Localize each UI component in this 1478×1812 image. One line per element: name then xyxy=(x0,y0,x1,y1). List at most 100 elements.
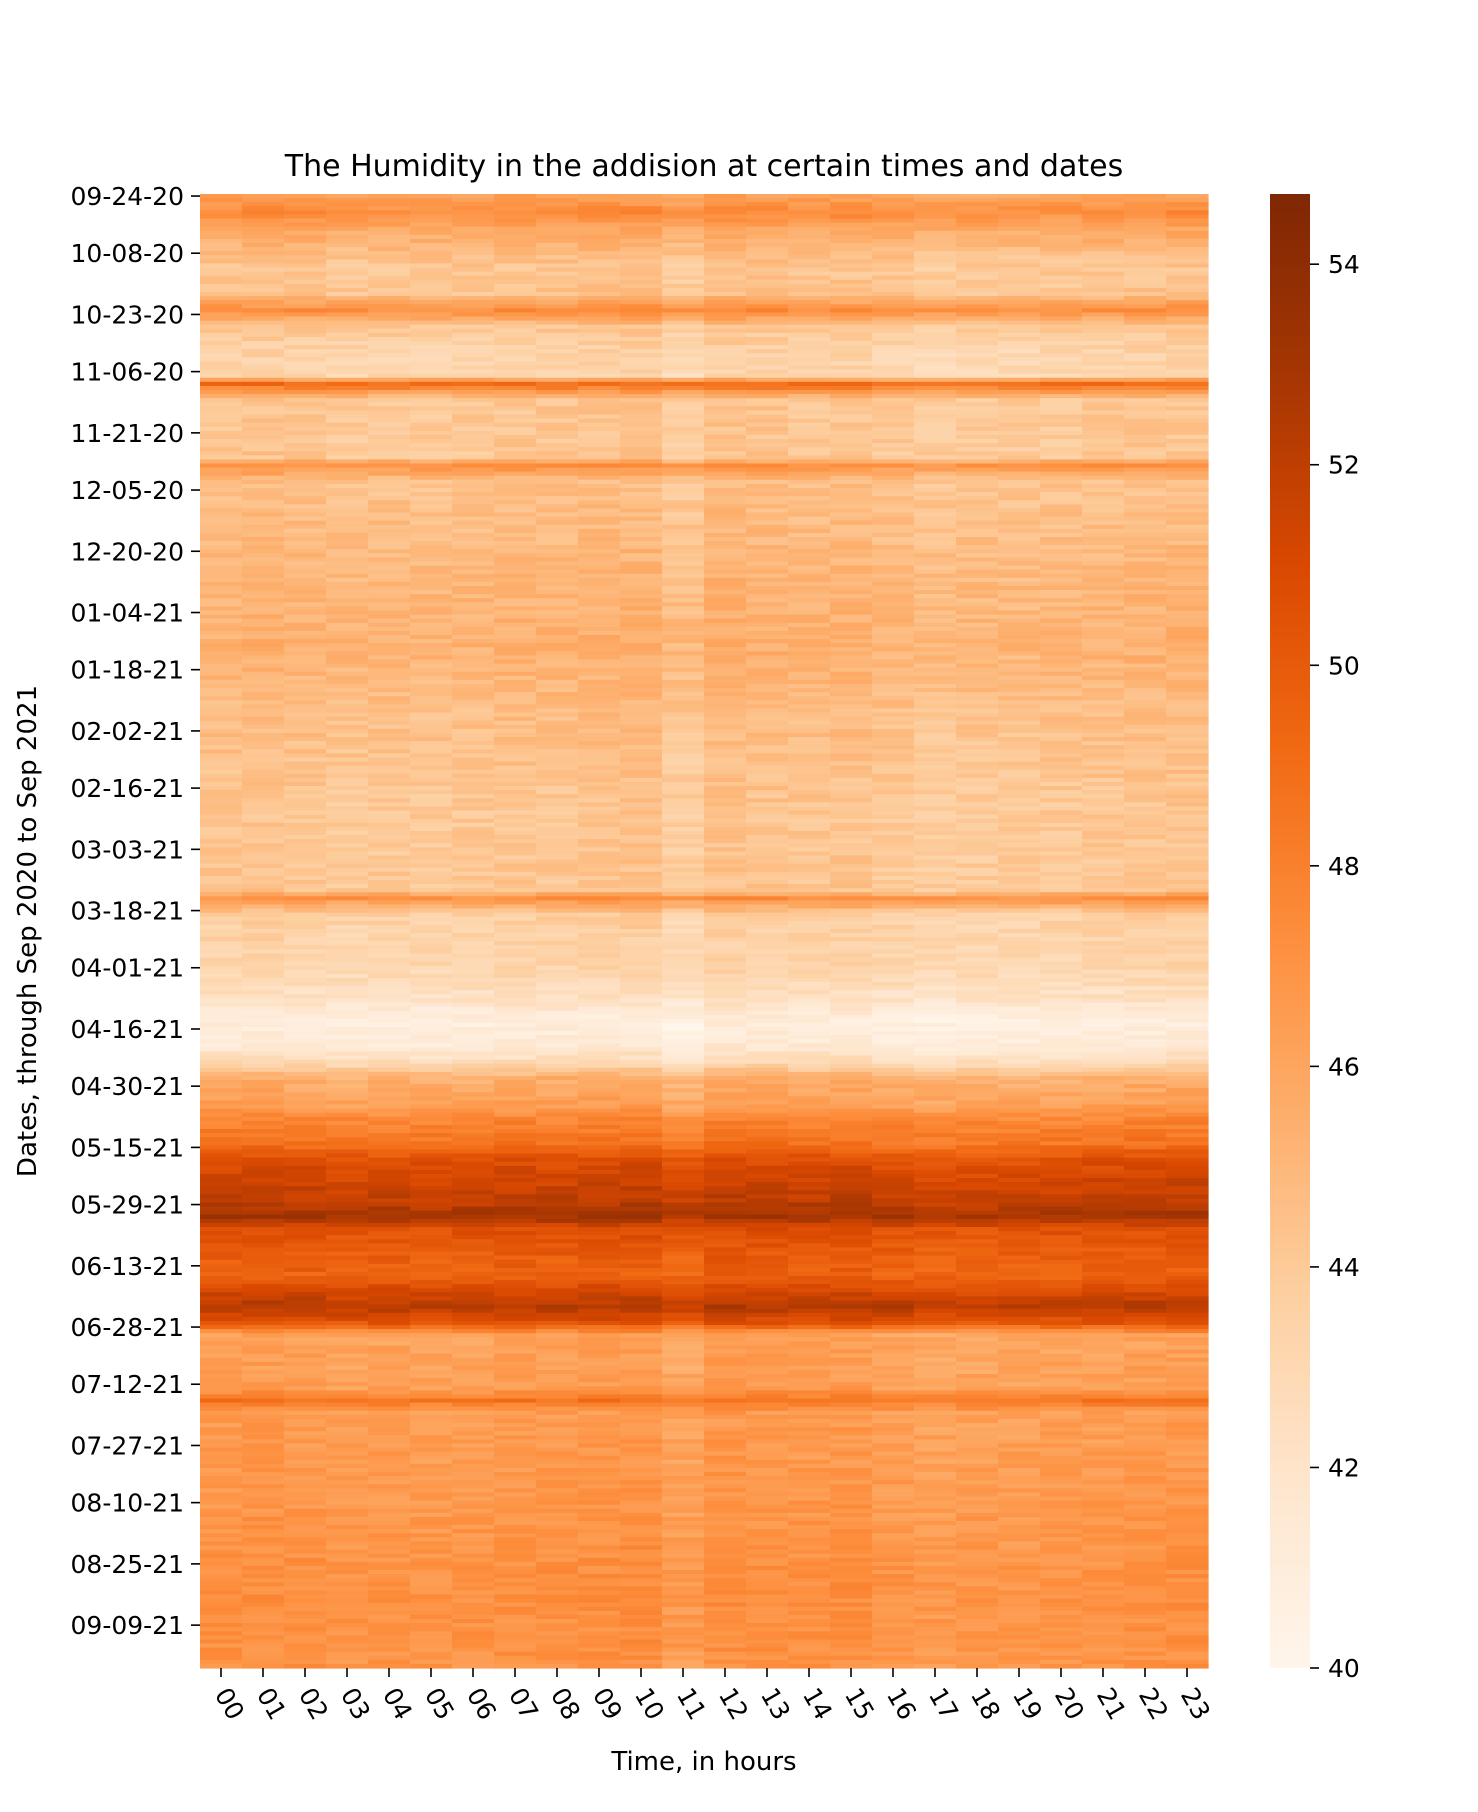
heatmap-cell xyxy=(1124,287,1167,293)
heatmap-cell xyxy=(704,618,747,624)
heatmap-cell xyxy=(956,512,999,518)
heatmap-cell xyxy=(284,659,327,665)
heatmap-cell xyxy=(1166,757,1209,763)
heatmap-cell xyxy=(956,965,999,971)
heatmap-cell xyxy=(494,920,537,926)
heatmap-cell xyxy=(1166,438,1209,444)
heatmap-cell xyxy=(662,369,705,375)
heatmap-cell xyxy=(536,565,579,571)
heatmap-cell xyxy=(746,373,789,379)
heatmap-cell xyxy=(1124,598,1167,603)
heatmap-cell xyxy=(1040,728,1083,734)
heatmap-cell xyxy=(704,598,747,603)
heatmap-cell xyxy=(1082,385,1125,391)
heatmap-cell xyxy=(1124,1039,1167,1044)
heatmap-cell xyxy=(872,251,915,256)
heatmap-cell xyxy=(788,667,831,673)
heatmap-cell xyxy=(998,300,1041,305)
heatmap-cell xyxy=(998,581,1041,587)
heatmap-cell xyxy=(1166,920,1209,926)
heatmap-cell xyxy=(1082,377,1125,383)
heatmap-cell xyxy=(914,626,957,632)
heatmap-cell xyxy=(662,483,705,489)
heatmap-cell xyxy=(830,336,873,342)
heatmap-cell xyxy=(1166,933,1209,938)
heatmap-cell xyxy=(1124,639,1167,644)
heatmap-cell xyxy=(410,1014,453,1020)
heatmap-cell xyxy=(872,549,915,554)
heatmap-cell xyxy=(200,296,243,301)
heatmap-cell xyxy=(326,275,369,281)
heatmap-cell xyxy=(830,402,873,407)
heatmap-cell xyxy=(620,577,663,583)
heatmap-cell xyxy=(284,912,327,918)
heatmap-cell xyxy=(1124,847,1167,852)
heatmap-cell xyxy=(200,753,243,759)
heatmap-cell xyxy=(1166,639,1209,644)
heatmap-cell xyxy=(620,618,663,624)
heatmap-cell xyxy=(620,765,663,771)
heatmap-cell xyxy=(284,602,327,607)
heatmap-cell xyxy=(578,875,621,881)
heatmap-cell xyxy=(536,879,579,885)
heatmap-cell xyxy=(1124,994,1167,999)
heatmap-cell xyxy=(452,373,495,379)
heatmap-cell xyxy=(914,790,957,795)
heatmap-cell xyxy=(578,304,621,309)
heatmap-cell xyxy=(1040,884,1083,889)
heatmap-cell xyxy=(410,879,453,885)
heatmap-cell xyxy=(746,953,789,959)
heatmap-cell xyxy=(1082,924,1125,930)
heatmap-cell xyxy=(1124,675,1167,681)
heatmap-cell xyxy=(242,924,285,930)
heatmap-cell xyxy=(1082,443,1125,448)
heatmap-cell xyxy=(1124,920,1167,926)
heatmap-cell xyxy=(1166,194,1209,199)
heatmap-cell xyxy=(872,210,915,216)
heatmap-cell xyxy=(494,353,537,358)
heatmap-cell xyxy=(242,320,285,326)
heatmap-cell xyxy=(830,794,873,799)
heatmap-cell xyxy=(872,569,915,575)
heatmap-cell xyxy=(830,455,873,460)
heatmap-cell xyxy=(284,312,327,318)
heatmap-cell xyxy=(662,643,705,648)
heatmap-cell xyxy=(704,655,747,661)
heatmap-cell xyxy=(494,487,537,493)
heatmap-cell xyxy=(242,618,285,624)
heatmap-cell xyxy=(368,630,411,636)
heatmap-cell xyxy=(242,479,285,485)
heatmap-cell xyxy=(284,598,327,603)
heatmap-cell xyxy=(998,835,1041,840)
heatmap-cell xyxy=(704,835,747,840)
heatmap-cell xyxy=(620,639,663,644)
heatmap-cell xyxy=(1082,1022,1125,1028)
heatmap-cell xyxy=(1166,324,1209,330)
heatmap-cell xyxy=(914,639,957,644)
heatmap-cell xyxy=(788,904,831,910)
heatmap-cell xyxy=(578,438,621,444)
heatmap-cell xyxy=(200,810,243,816)
heatmap-cell xyxy=(998,234,1041,240)
heatmap-cell xyxy=(452,973,495,979)
heatmap-cell xyxy=(200,1031,243,1036)
heatmap-cell xyxy=(1166,847,1209,852)
heatmap-cell xyxy=(242,455,285,460)
heatmap-cell xyxy=(830,1031,873,1036)
heatmap-cell xyxy=(956,859,999,865)
heatmap-cell xyxy=(830,757,873,763)
heatmap-cell xyxy=(830,512,873,518)
heatmap-cell xyxy=(1166,806,1209,812)
heatmap-cell xyxy=(494,394,537,399)
heatmap-cell xyxy=(1082,492,1125,497)
heatmap-cell xyxy=(410,406,453,411)
heatmap-cell xyxy=(830,753,873,759)
heatmap-cell xyxy=(1166,916,1209,922)
heatmap-cell xyxy=(1166,839,1209,844)
heatmap-cell xyxy=(578,479,621,485)
heatmap-cell xyxy=(662,463,705,469)
heatmap-cell xyxy=(326,328,369,334)
heatmap-cell xyxy=(410,671,453,677)
heatmap-cell xyxy=(746,663,789,669)
heatmap-cell xyxy=(956,720,999,726)
